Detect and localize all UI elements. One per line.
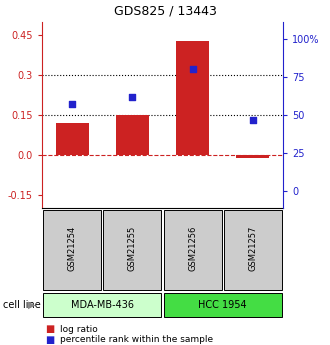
Text: GDS825 / 13443: GDS825 / 13443 bbox=[114, 5, 216, 18]
Text: GSM21254: GSM21254 bbox=[68, 226, 77, 271]
Text: HCC 1954: HCC 1954 bbox=[198, 300, 247, 310]
FancyBboxPatch shape bbox=[224, 210, 282, 290]
Text: ■: ■ bbox=[45, 324, 54, 334]
FancyBboxPatch shape bbox=[43, 293, 161, 317]
Text: GSM21256: GSM21256 bbox=[188, 226, 197, 271]
FancyBboxPatch shape bbox=[164, 293, 282, 317]
Point bbox=[70, 101, 75, 107]
Point bbox=[130, 94, 135, 99]
Bar bbox=[55, 123, 89, 155]
Point bbox=[250, 117, 255, 122]
Text: MDA-MB-436: MDA-MB-436 bbox=[71, 300, 134, 310]
FancyBboxPatch shape bbox=[164, 210, 221, 290]
Text: ■: ■ bbox=[45, 335, 54, 345]
FancyBboxPatch shape bbox=[43, 210, 101, 290]
Text: GSM21255: GSM21255 bbox=[128, 226, 137, 271]
Point bbox=[190, 67, 195, 72]
Text: log ratio: log ratio bbox=[60, 325, 98, 334]
Bar bbox=[236, 155, 269, 158]
Text: percentile rank within the sample: percentile rank within the sample bbox=[60, 335, 213, 345]
Bar bbox=[116, 115, 149, 155]
FancyBboxPatch shape bbox=[104, 210, 161, 290]
Text: GSM21257: GSM21257 bbox=[248, 226, 257, 271]
Bar bbox=[176, 41, 209, 155]
Text: cell line: cell line bbox=[3, 300, 41, 310]
Text: ▶: ▶ bbox=[28, 300, 36, 310]
